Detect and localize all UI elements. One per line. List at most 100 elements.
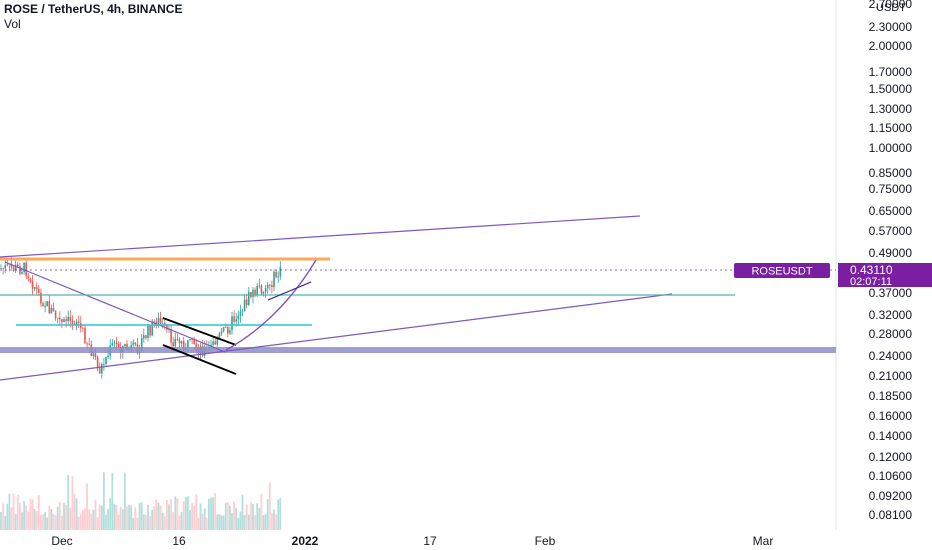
candle-body [258, 285, 261, 287]
volume-bar [273, 509, 275, 530]
candle-body [195, 344, 198, 349]
candle-body [143, 335, 145, 339]
candle-body [94, 353, 97, 357]
volume-label[interactable]: Vol [4, 17, 21, 31]
volume-bar [233, 501, 235, 530]
candle-body [25, 262, 27, 277]
support-zone[interactable] [0, 347, 836, 353]
chart-legend: ROSE / TetherUS, 4h, BINANCE Vol [4, 2, 182, 32]
candle-body [42, 303, 44, 307]
candle-body [279, 267, 282, 277]
volume-bar [19, 502, 21, 530]
lower-rising-trendline[interactable] [0, 293, 673, 381]
short-support-trendline[interactable] [267, 281, 312, 301]
volume-bar [208, 498, 210, 530]
upper-rising-trendline[interactable] [0, 215, 641, 258]
time-axis[interactable]: Dec 16 2022 17 Feb Mar [51, 534, 773, 548]
volume-bar [10, 507, 13, 530]
parabolic-curve[interactable] [225, 259, 317, 351]
candle-body [115, 342, 118, 344]
volume-bar [88, 509, 91, 530]
candle-body [59, 317, 61, 320]
volume-bar [25, 505, 28, 530]
candle-body [237, 315, 240, 320]
volume-bar [279, 498, 282, 530]
volume-bar [130, 505, 133, 530]
candle-body [235, 319, 237, 322]
volume-bar [147, 504, 149, 530]
falling-channel-top[interactable] [162, 317, 237, 346]
volume-bar [182, 501, 185, 530]
descending-trendline[interactable] [4, 261, 226, 353]
volume-bar [226, 502, 229, 530]
candle-body [52, 308, 55, 311]
volume-bar [262, 515, 265, 530]
candle-body [33, 287, 36, 289]
price-tick-label: 2.30000 [869, 20, 913, 34]
volume-bar [189, 510, 191, 530]
candle-body [77, 321, 80, 324]
candle-body [107, 355, 109, 358]
falling-channel-bottom[interactable] [162, 344, 237, 375]
price-tick-label: 0.37000 [869, 286, 913, 300]
candle-body [153, 321, 156, 323]
volume-bar [52, 513, 55, 530]
volume-bar [142, 514, 145, 530]
volume-bar [161, 512, 164, 530]
candle-body [88, 343, 90, 345]
candle-body [243, 299, 246, 311]
price-axis[interactable]: 2.70000 2.30000 2.00000 1.70000 1.50000 1.300… [869, 0, 913, 522]
volume-bar [31, 499, 34, 530]
volume-bar [73, 493, 76, 530]
volume-bar [151, 509, 154, 530]
symbol-title[interactable]: ROSE / TetherUS, 4h, BINANCE [4, 2, 183, 16]
time-tick-label: 17 [423, 534, 437, 548]
volume-bar [243, 515, 246, 530]
volume-bar [166, 499, 168, 530]
volume-bar [56, 506, 59, 530]
volume-bar [155, 499, 158, 530]
volume-bar [29, 498, 32, 530]
candle-body [82, 327, 84, 329]
time-tick-label: 16 [172, 534, 186, 548]
candle-body [275, 271, 277, 278]
price-tick-label: 0.24000 [869, 349, 913, 363]
volume-bar [92, 509, 95, 530]
price-tag [838, 263, 932, 287]
volume-bar [180, 512, 183, 530]
volume-bar [237, 517, 240, 530]
candle-body [4, 265, 6, 269]
volume-bar [103, 472, 105, 530]
candle-body [189, 339, 191, 341]
candle-body [191, 339, 193, 341]
volume-bar [0, 511, 2, 530]
candle-body [73, 323, 76, 325]
candle-body [262, 291, 265, 294]
volume-bar [107, 509, 109, 530]
candle-body [12, 267, 15, 271]
volume-bar [214, 493, 217, 530]
volume-bar [96, 517, 99, 530]
candle-body [130, 345, 132, 349]
volume-bar [14, 514, 17, 530]
candle-body [216, 339, 219, 345]
time-tick-label: Dec [51, 534, 72, 548]
candle-body [220, 331, 223, 334]
price-tick-label: 0.85000 [869, 166, 913, 180]
candle-body [170, 328, 172, 343]
candle-body [229, 330, 231, 334]
volume-bar [63, 502, 65, 530]
candle-body [218, 333, 221, 340]
price-tick-label: 1.00000 [869, 141, 913, 155]
candle-body [0, 268, 2, 269]
candle-body [126, 343, 128, 350]
price-tag-countdown: 02:07:11 [850, 276, 892, 288]
volume-bar [105, 514, 107, 530]
volume-bar [124, 472, 126, 530]
candle-body [248, 292, 250, 306]
volume-bar [277, 499, 280, 530]
candle-body [96, 356, 99, 369]
candle-body [21, 271, 23, 274]
volume-bar [77, 516, 80, 530]
